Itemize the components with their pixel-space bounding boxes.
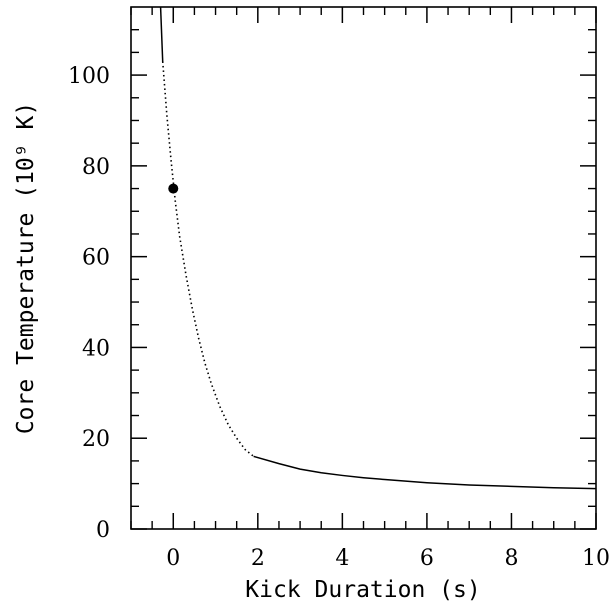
y-axis-title: Core Temperature (10⁹ K)	[13, 102, 39, 434]
series-segment-solid	[253, 455, 597, 490]
x-tick-label: 2	[251, 546, 265, 571]
data-markers	[168, 183, 179, 194]
x-tick-label: 6	[420, 546, 434, 571]
x-tick-label: 0	[166, 546, 180, 571]
x-tick-label: 4	[335, 546, 349, 571]
y-tick-label: 60	[82, 246, 110, 271]
data-point-marker	[168, 183, 179, 194]
x-tick-label: 8	[504, 546, 518, 571]
series-segment-solid	[159, 6, 164, 62]
y-tick-label: 20	[82, 427, 110, 452]
y-tick-label: 100	[68, 64, 110, 89]
x-tick-labels: 0 2 4 6 8 10	[166, 546, 610, 571]
series-segment-dotted	[161, 61, 255, 457]
y-tick-label: 0	[96, 518, 110, 543]
y-tick-label: 80	[82, 155, 110, 180]
minor-ticks	[130, 7, 596, 529]
y-tick-label: 40	[82, 336, 110, 361]
major-ticks	[131, 7, 597, 530]
y-tick-labels: 0 20 40 60 80 100	[68, 64, 110, 543]
series-lines	[159, 6, 597, 490]
x-tick-label: 10	[582, 546, 610, 571]
x-axis-title: Kick Duration (s)	[245, 577, 480, 603]
plot-frame	[130, 6, 597, 530]
